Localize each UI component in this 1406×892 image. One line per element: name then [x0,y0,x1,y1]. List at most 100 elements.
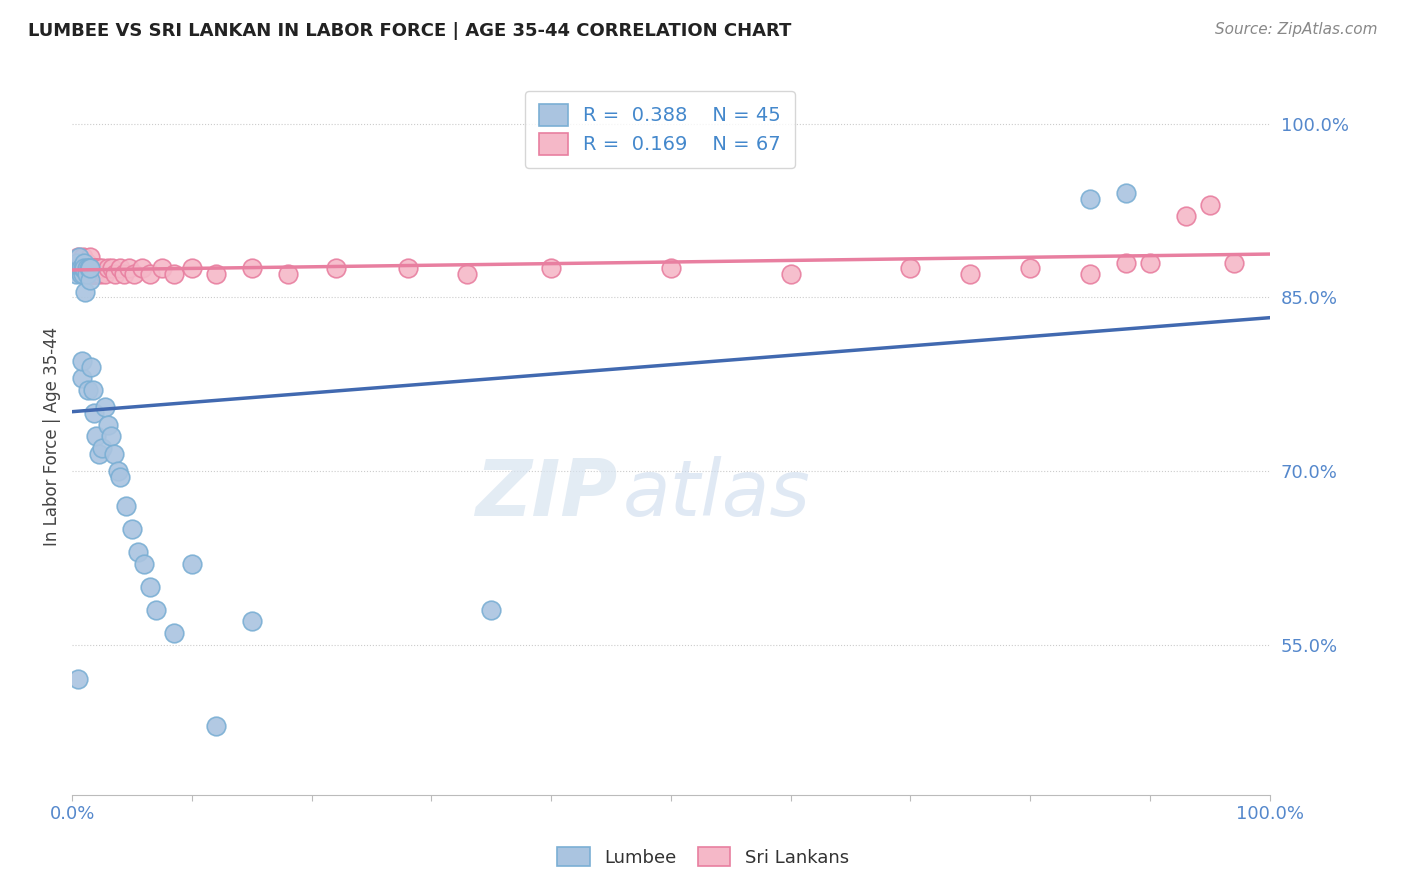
Point [76,261,98,276]
Point [75,267,97,281]
Point [87,261,110,276]
Point [540,261,562,276]
Point [76,261,98,276]
Point [1115,255,1137,269]
Point [72,261,94,276]
Point [67,250,90,264]
Point [103,447,125,461]
Point [82,267,104,281]
Point [104,267,127,281]
Point [659,261,682,276]
Point [1198,198,1220,212]
Point [79,261,101,276]
Point [1115,186,1137,201]
Point [76,261,98,276]
Point [83,406,105,420]
Point [69,261,91,276]
Point [163,626,186,640]
Point [84,261,107,276]
Point [100,429,122,443]
Point [97,417,120,432]
Point [70,354,93,368]
Point [89,267,111,281]
Point [181,261,204,276]
Point [84,267,107,281]
Legend: R =  0.388    N = 45, R =  0.169    N = 67: R = 0.388 N = 45, R = 0.169 N = 67 [524,91,794,168]
Point [1078,267,1101,281]
Point [67,261,90,276]
Point [67,255,90,269]
Point [145,603,167,617]
Point [112,267,135,281]
Point [277,267,299,281]
Point [97,261,120,276]
Point [240,615,263,629]
Point [779,267,801,281]
Point [65,267,87,281]
Point [87,447,110,461]
Point [84,429,107,443]
Point [72,250,94,264]
Point [66,255,89,269]
Point [91,441,114,455]
Point [1223,255,1246,269]
Point [100,261,122,276]
Point [107,464,129,478]
Point [1174,210,1197,224]
Point [959,267,981,281]
Point [79,250,101,264]
Point [93,401,115,415]
Point [67,250,90,264]
Point [325,261,347,276]
Point [479,603,502,617]
Point [80,359,103,374]
Point [127,545,149,559]
Point [132,557,155,571]
Point [163,267,186,281]
Point [75,261,97,276]
Point [75,285,97,299]
Point [76,267,98,281]
Point [69,261,91,276]
Point [150,261,173,276]
Point [181,557,204,571]
Point [76,383,98,397]
Point [121,522,143,536]
Point [66,261,89,276]
Point [70,371,93,385]
Point [91,261,114,276]
Point [80,261,103,276]
Point [117,261,139,276]
Point [72,267,94,281]
Point [82,261,104,276]
Point [70,261,93,276]
Point [77,261,100,276]
Point [83,261,105,276]
Point [84,267,107,281]
Point [70,255,93,269]
Point [76,255,98,269]
Point [205,718,228,732]
Point [67,261,90,276]
Point [73,261,96,276]
Point [73,255,96,269]
Text: ZIP: ZIP [475,456,617,532]
Point [77,267,100,281]
Y-axis label: In Labor Force | Age 35-44: In Labor Force | Age 35-44 [44,326,60,546]
Point [1139,255,1161,269]
Point [93,267,115,281]
Legend: Lumbee, Sri Lankans: Lumbee, Sri Lankans [550,840,856,874]
Point [115,499,138,513]
Point [124,267,146,281]
Point [69,255,91,269]
Point [79,261,101,276]
Point [67,673,90,687]
Text: LUMBEE VS SRI LANKAN IN LABOR FORCE | AGE 35-44 CORRELATION CHART: LUMBEE VS SRI LANKAN IN LABOR FORCE | AG… [28,22,792,40]
Point [456,267,478,281]
Point [77,261,100,276]
Point [82,383,104,397]
Point [80,267,103,281]
Text: Source: ZipAtlas.com: Source: ZipAtlas.com [1215,22,1378,37]
Point [205,267,228,281]
Text: atlas: atlas [623,456,811,532]
